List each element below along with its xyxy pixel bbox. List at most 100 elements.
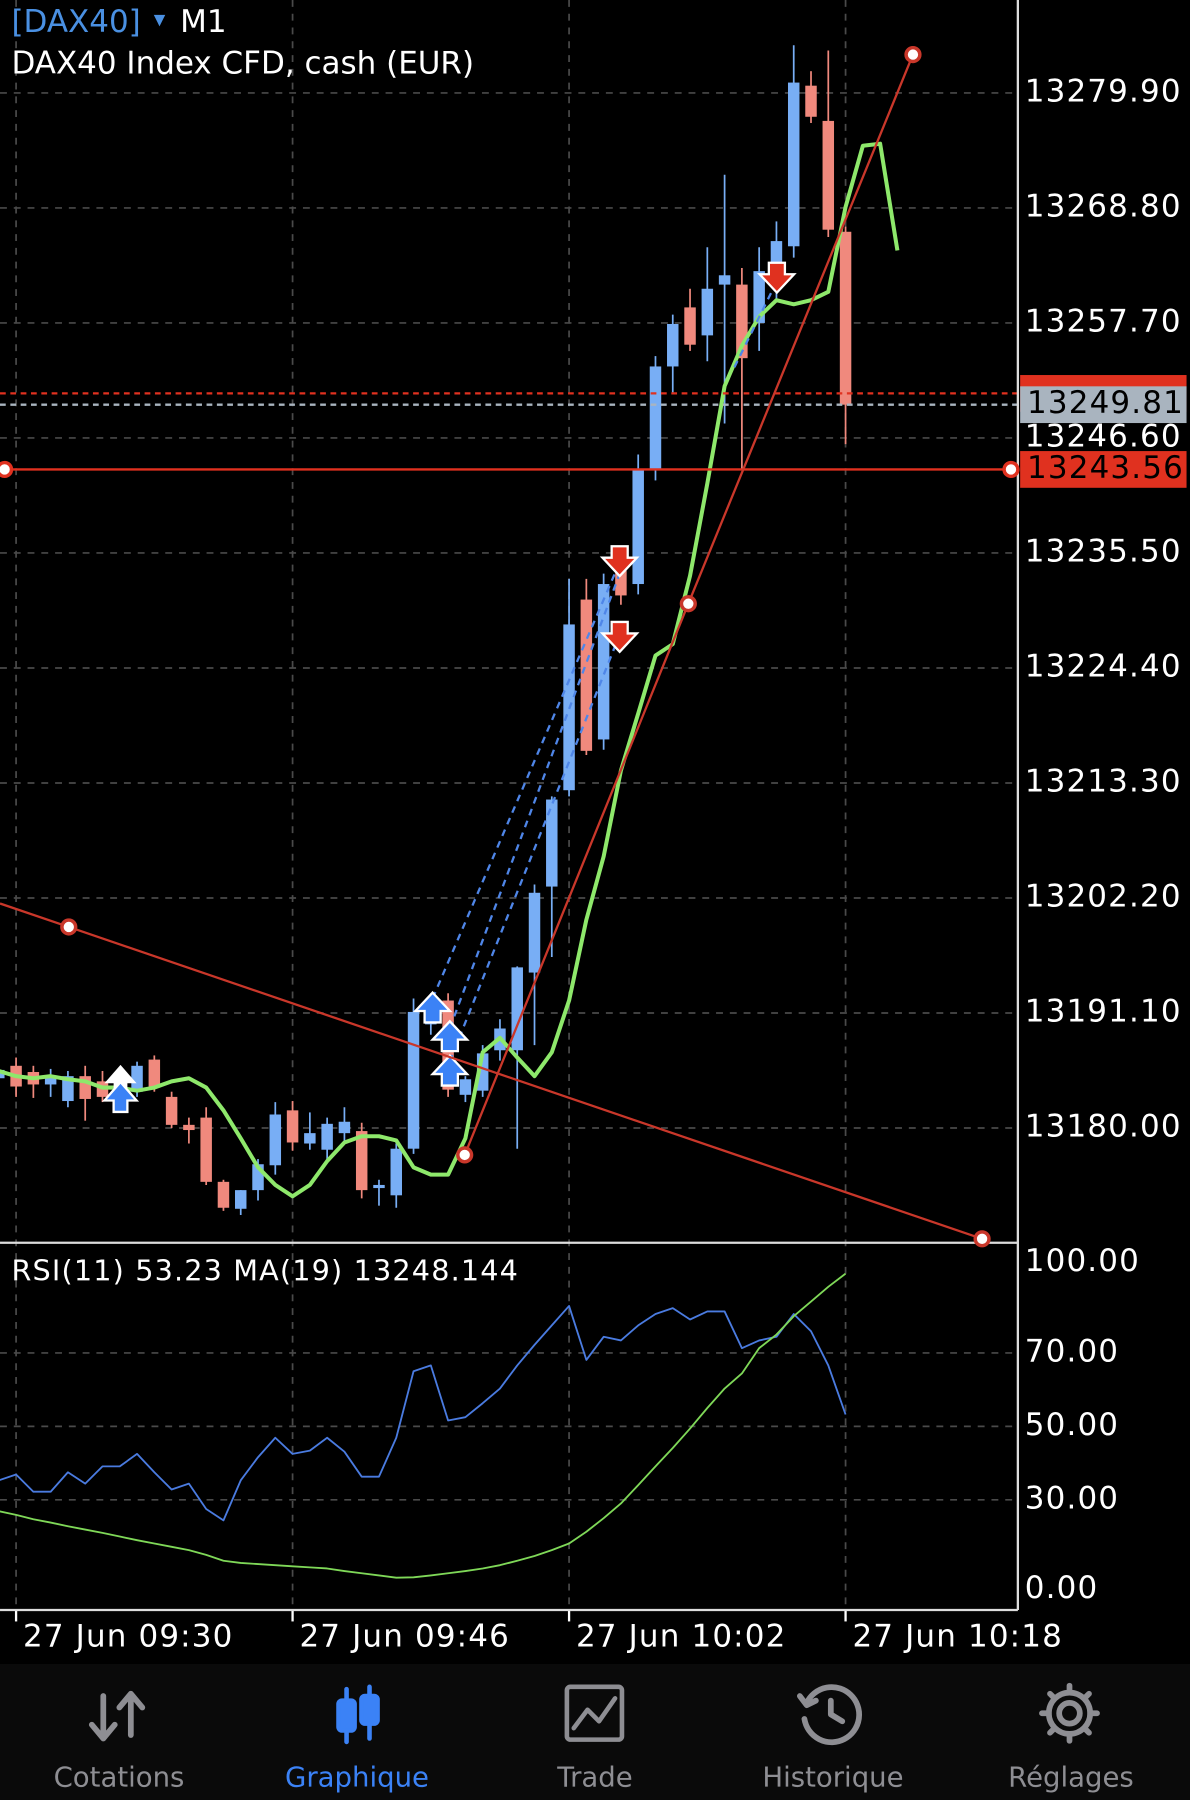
y-tick-label: 50.00 bbox=[1025, 1407, 1119, 1443]
candle-body bbox=[79, 1076, 91, 1099]
candle-body bbox=[234, 1190, 247, 1209]
indicator-label: RSI(11) 53.23 MA(19) 13248.144 bbox=[11, 1254, 519, 1288]
candle-body bbox=[770, 241, 783, 276]
candle-body bbox=[667, 323, 679, 367]
tab-icon[interactable] bbox=[336, 1684, 380, 1745]
candle-body bbox=[373, 1184, 385, 1189]
tab-label[interactable]: Trade bbox=[556, 1762, 632, 1794]
candle-body bbox=[787, 82, 800, 247]
candle-body bbox=[304, 1133, 316, 1144]
y-tick-label: 13257.70 bbox=[1025, 303, 1182, 339]
y-tick-label: 13268.80 bbox=[1025, 188, 1182, 224]
trendline-handle bbox=[973, 1230, 991, 1248]
y-tick-label: 13235.50 bbox=[1025, 533, 1182, 569]
tab-icon[interactable] bbox=[1039, 1682, 1100, 1744]
candle-body bbox=[805, 85, 817, 117]
buy-arrow bbox=[429, 1054, 470, 1087]
candle-body bbox=[165, 1096, 178, 1125]
y-tick-label: 13279.90 bbox=[1025, 73, 1182, 109]
y-tick-label: 100.00 bbox=[1025, 1243, 1140, 1279]
candle-body bbox=[62, 1076, 74, 1102]
y-tick-label: 13202.20 bbox=[1025, 878, 1182, 914]
candle-body bbox=[476, 1053, 489, 1091]
buy-arrow bbox=[104, 1064, 137, 1095]
candle-body bbox=[580, 599, 593, 751]
candle-body bbox=[528, 892, 541, 973]
x-tick-label: 27 Jun 10:18 bbox=[852, 1619, 1063, 1655]
trendline-handle bbox=[60, 918, 78, 936]
moving-average bbox=[0, 141, 900, 1199]
sell-arrow bbox=[599, 545, 640, 578]
tab-icons bbox=[88, 1682, 1100, 1746]
price-label: 13249.81 bbox=[1027, 385, 1184, 421]
candle-body bbox=[459, 1079, 472, 1095]
tab-icon[interactable] bbox=[564, 1684, 625, 1742]
trendline-ray bbox=[0, 902, 70, 929]
trade-markers bbox=[101, 261, 797, 1114]
y-tick-label: 30.00 bbox=[1025, 1480, 1119, 1516]
trendline bbox=[68, 925, 983, 1240]
tab-label[interactable]: Réglages bbox=[1008, 1762, 1134, 1794]
trendline-handle bbox=[904, 45, 922, 64]
tab-icon[interactable] bbox=[88, 1690, 146, 1742]
candle-body bbox=[200, 1117, 212, 1182]
symbol[interactable]: [DAX40] bbox=[11, 4, 140, 40]
overlay-layer: 27 Jun 09:30 27 Jun 09:46 27 Jun 10:02 27 J… bbox=[0, 0, 1187, 1655]
trade-link bbox=[448, 634, 621, 1062]
candle-body bbox=[390, 1148, 403, 1196]
candle-body bbox=[44, 1076, 57, 1085]
candle-body bbox=[511, 967, 523, 1051]
trendline-handle bbox=[679, 595, 697, 613]
candle-body bbox=[736, 284, 748, 359]
buy-arrow bbox=[429, 1019, 470, 1053]
y-tick-label: 13213.30 bbox=[1025, 763, 1182, 799]
candle-body bbox=[615, 570, 627, 596]
tab-icon[interactable] bbox=[796, 1684, 863, 1746]
line-handle bbox=[0, 460, 14, 479]
symbol-description: DAX40 Index CFD, cash (EUR) bbox=[11, 45, 474, 81]
tab-label[interactable]: Historique bbox=[762, 1762, 903, 1794]
candle-body bbox=[822, 120, 835, 230]
trade-link bbox=[448, 573, 621, 1029]
sell-arrow bbox=[599, 620, 640, 654]
symbol-dropdown[interactable] bbox=[153, 14, 166, 27]
candle-body bbox=[597, 584, 610, 740]
candle-body bbox=[407, 1011, 420, 1149]
candle-body bbox=[546, 799, 558, 887]
candle-body bbox=[217, 1181, 230, 1208]
candle-body bbox=[718, 275, 731, 285]
candle-body bbox=[684, 307, 696, 345]
candle-body bbox=[839, 231, 852, 405]
candle-body bbox=[753, 271, 765, 323]
timeframe[interactable]: M1 bbox=[180, 4, 226, 40]
buy-arrow bbox=[412, 990, 453, 1024]
tab-label[interactable]: Cotations bbox=[54, 1762, 185, 1794]
y-tick-label: 70.00 bbox=[1025, 1333, 1119, 1369]
candle-body bbox=[355, 1131, 368, 1191]
y-tick-label: 13246.60 bbox=[1025, 418, 1182, 454]
price-label-bg bbox=[1020, 386, 1187, 424]
price-label: 13243.56 bbox=[1027, 450, 1184, 486]
price-label-bg bbox=[1020, 451, 1187, 488]
tab-label[interactable]: Graphique bbox=[285, 1762, 429, 1794]
candle-body bbox=[252, 1164, 264, 1191]
indicator-line bbox=[0, 1305, 847, 1522]
candle-body bbox=[286, 1110, 299, 1143]
line-handle bbox=[1002, 460, 1020, 479]
candle-body bbox=[649, 366, 662, 471]
candle-body bbox=[632, 469, 644, 585]
sell-arrow bbox=[757, 261, 797, 295]
candle-body bbox=[269, 1114, 282, 1166]
candle-body bbox=[338, 1121, 351, 1134]
buy-arrow bbox=[101, 1080, 140, 1114]
y-tick-label: 13180.00 bbox=[1025, 1108, 1182, 1144]
y-tick-label: 13191.10 bbox=[1025, 993, 1182, 1029]
candle-body bbox=[183, 1124, 195, 1131]
trade-link bbox=[431, 561, 621, 999]
indicator-line bbox=[0, 1272, 847, 1579]
candle-body bbox=[321, 1123, 333, 1150]
candle-body bbox=[701, 288, 714, 336]
